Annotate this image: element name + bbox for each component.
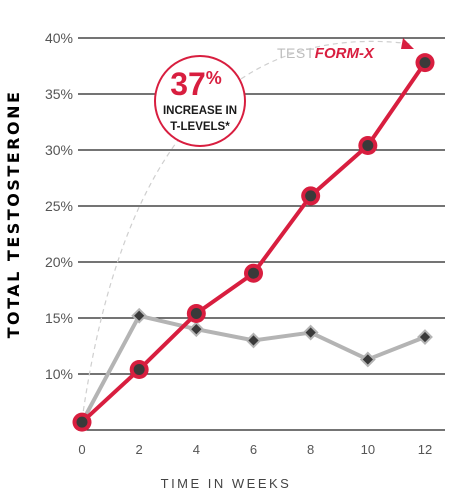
y-tick-label: 15% xyxy=(45,310,73,326)
increase-badge: 37% INCREASE IN T-LEVELS* xyxy=(154,55,246,147)
x-tick-label: 10 xyxy=(361,442,375,457)
brand-logo: TESTFORM-X xyxy=(277,45,375,62)
x-axis-ticks: 0 2 4 6 8 10 12 xyxy=(78,442,432,457)
y-tick-label: 20% xyxy=(45,254,73,270)
product-point-core xyxy=(362,140,374,152)
y-tick-label: 30% xyxy=(45,142,73,158)
y-tick-label: 35% xyxy=(45,86,73,102)
x-tick-label: 8 xyxy=(307,442,314,457)
svg-text:37%: 37% xyxy=(170,66,222,102)
comparison-point xyxy=(188,321,205,338)
comparison-point xyxy=(245,332,262,349)
product-point-core xyxy=(190,308,202,320)
x-axis-label: TIME IN WEEKS xyxy=(161,476,292,491)
product-point-core xyxy=(248,267,259,279)
y-axis-label: TOTAL TESTOSTERONE xyxy=(4,90,23,339)
badge-circle xyxy=(154,55,246,147)
comparison-point xyxy=(417,329,433,345)
badge-value: 37 xyxy=(170,66,206,102)
brand-prefix: TEST xyxy=(277,45,315,61)
comparison-point xyxy=(359,351,376,368)
arc-arrow-icon xyxy=(401,38,414,49)
dashed-arc xyxy=(81,40,413,421)
product-point-core xyxy=(305,190,317,202)
x-tick-label: 2 xyxy=(136,442,143,457)
y-tick-label: 25% xyxy=(45,198,73,214)
badge-line1: INCREASE IN xyxy=(163,105,237,117)
badge-unit: % xyxy=(206,68,222,88)
x-tick-label: 0 xyxy=(78,442,85,457)
product-point-core xyxy=(133,364,145,376)
y-axis-ticks: 10% 15% 20% 25% 30% 35% 40% xyxy=(45,30,73,382)
comparison-point xyxy=(302,324,319,341)
series-markers xyxy=(72,53,435,432)
badge-line2: T-LEVELS* xyxy=(170,121,230,133)
y-tick-label: 40% xyxy=(45,30,73,46)
svg-text:TESTFORM-X: TESTFORM-X xyxy=(277,45,375,62)
x-tick-label: 4 xyxy=(193,442,200,457)
x-tick-label: 12 xyxy=(418,442,432,457)
product-point-core xyxy=(419,57,431,69)
y-tick-label: 10% xyxy=(45,366,73,382)
x-tick-label: 6 xyxy=(250,442,257,457)
product-point-core xyxy=(76,416,88,428)
comparison-point xyxy=(131,307,148,324)
brand-name: FORM-X xyxy=(315,45,375,62)
